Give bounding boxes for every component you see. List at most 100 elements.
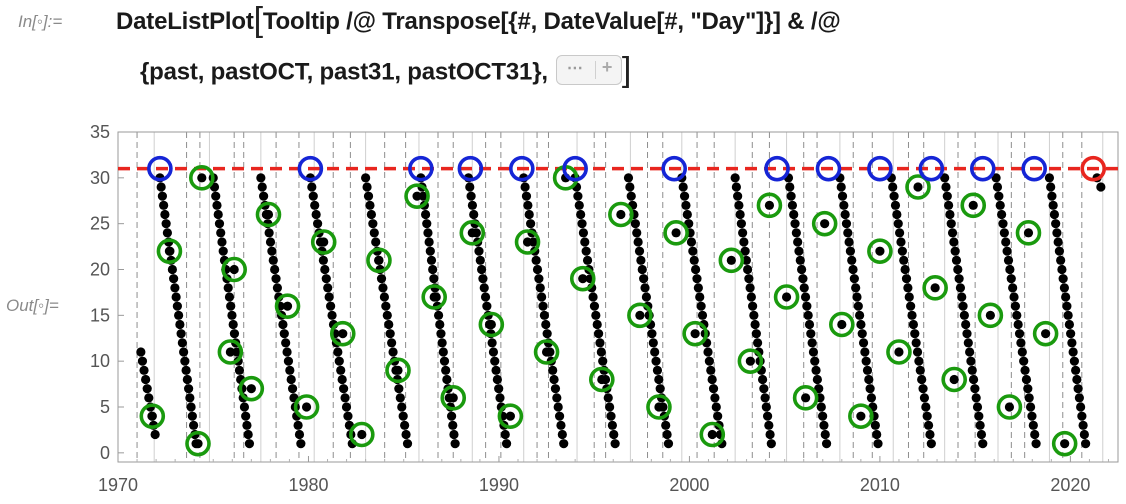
data-point	[311, 209, 321, 220]
data-point	[308, 191, 318, 201]
data-point	[637, 264, 647, 275]
data-point	[748, 301, 758, 311]
x-tick-label: 1970	[98, 475, 138, 495]
data-point	[795, 255, 805, 265]
green-circle-marker	[737, 348, 764, 374]
data-point	[424, 237, 434, 247]
data-point	[1054, 246, 1065, 256]
data-point	[865, 384, 875, 394]
data-point	[888, 182, 898, 192]
data-point	[577, 219, 587, 229]
green-circle-marker	[663, 220, 689, 246]
data-point	[395, 393, 405, 403]
green-circle-marker	[514, 229, 541, 255]
close-bracket: ]	[621, 51, 632, 90]
data-point	[1069, 356, 1079, 366]
data-point	[532, 264, 543, 275]
data-point	[738, 228, 748, 238]
data-point	[1049, 209, 1060, 220]
data-point	[578, 274, 588, 284]
data-point	[363, 191, 374, 201]
data-point	[913, 182, 923, 192]
data-point	[1016, 338, 1026, 348]
green-circle-marker	[217, 339, 244, 365]
data-point	[256, 173, 266, 183]
data-point	[1067, 338, 1077, 348]
data-point	[226, 301, 236, 311]
data-point	[852, 292, 862, 302]
data-point	[475, 255, 485, 265]
data-point	[918, 384, 928, 394]
data-point	[616, 209, 626, 220]
data-point	[1021, 374, 1032, 385]
data-point	[682, 209, 692, 220]
data-point	[959, 310, 969, 320]
data-point	[870, 420, 880, 430]
code-line-1-args: Tooltip /@ Transpose[{#, DateValue[#, "D…	[262, 8, 841, 35]
data-point	[156, 182, 166, 192]
data-point	[541, 347, 552, 357]
data-point	[991, 173, 1001, 183]
data-point	[605, 402, 615, 412]
data-point	[1025, 402, 1036, 412]
data-point	[366, 209, 376, 220]
data-point	[802, 301, 812, 311]
data-point	[914, 356, 924, 366]
data-point	[818, 411, 828, 421]
data-point	[962, 329, 972, 339]
data-point	[294, 429, 305, 440]
data-point	[184, 384, 194, 394]
elided-options-button[interactable]: ⋯ +	[555, 55, 622, 85]
data-point	[479, 283, 489, 293]
data-point	[1014, 329, 1025, 339]
data-point	[278, 319, 288, 330]
data-point	[1006, 274, 1016, 284]
data-point	[487, 338, 497, 348]
data-point	[858, 338, 869, 348]
data-point	[285, 365, 295, 375]
data-point	[582, 255, 593, 265]
green-circle-marker	[569, 265, 596, 292]
data-point	[301, 402, 312, 412]
data-point	[1077, 411, 1087, 421]
data-point	[282, 347, 292, 357]
data-point	[810, 356, 820, 366]
data-point	[381, 301, 391, 311]
data-point	[895, 228, 905, 238]
data-point	[193, 439, 203, 449]
code-line-1[interactable]: DateListPlot[Tooltip /@ Transpose[{#, Da…	[116, 3, 841, 37]
green-circle-marker	[960, 192, 987, 219]
data-point	[549, 374, 559, 385]
data-point	[875, 246, 885, 256]
data-point	[1064, 319, 1074, 330]
data-point	[334, 356, 344, 366]
data-point	[606, 411, 616, 421]
data-point	[1063, 310, 1073, 320]
data-point	[703, 347, 713, 357]
data-point	[212, 200, 222, 210]
data-point	[759, 384, 769, 394]
data-point	[840, 209, 850, 220]
data-point	[241, 411, 251, 421]
data-point	[448, 393, 458, 403]
data-point	[623, 173, 634, 183]
data-point	[466, 191, 476, 201]
green-circle-marker	[421, 284, 447, 310]
data-point	[232, 347, 242, 357]
data-point	[845, 246, 856, 256]
data-point	[429, 292, 439, 302]
data-point	[169, 274, 179, 284]
data-point	[397, 402, 407, 412]
data-point	[901, 274, 912, 284]
data-point	[225, 347, 235, 357]
green-circle-marker	[255, 201, 282, 228]
data-point	[267, 246, 277, 256]
data-point	[1074, 393, 1084, 403]
data-point	[1020, 365, 1030, 375]
data-point	[341, 402, 352, 412]
data-point	[864, 374, 874, 385]
blue-circle-marker	[867, 155, 893, 182]
code-line-2[interactable]: {past, pastOCT, past31, pastOCT31}, ⋯ +]	[140, 51, 632, 90]
data-point	[270, 264, 280, 275]
